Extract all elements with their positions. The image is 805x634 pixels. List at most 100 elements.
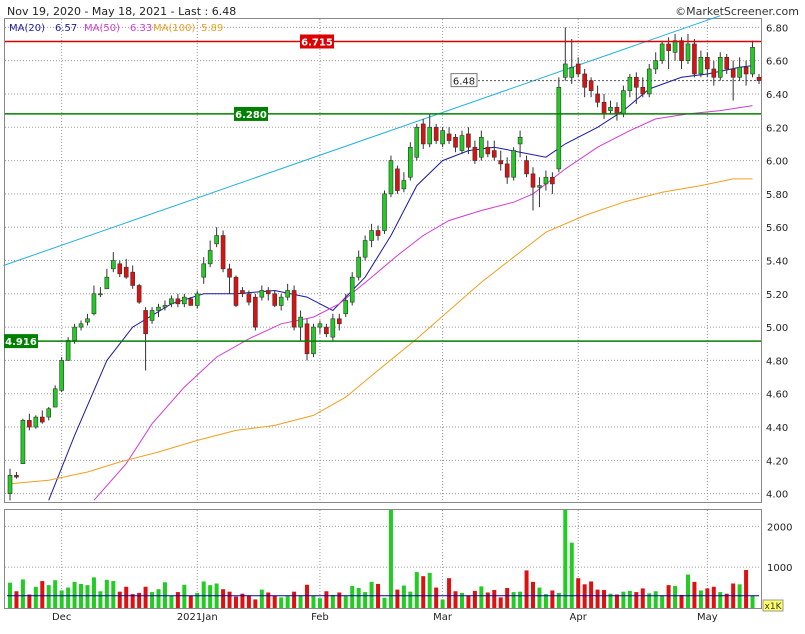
candle-body	[427, 126, 432, 145]
volume-bar	[382, 597, 387, 608]
candle	[272, 290, 278, 308]
candle	[362, 235, 368, 261]
candle-body	[453, 136, 458, 148]
candle-body	[227, 268, 232, 278]
volume-bars	[7, 510, 759, 608]
candle-body	[640, 86, 646, 95]
candle-body	[504, 163, 510, 178]
candle-body	[304, 323, 310, 355]
volume-bar	[369, 581, 374, 608]
candle	[349, 272, 355, 306]
candle-body	[33, 416, 39, 428]
candle-body	[440, 130, 445, 145]
candle	[46, 407, 52, 421]
volume-tick-label: 1000	[767, 563, 792, 574]
volume-bar	[447, 578, 452, 608]
candle	[646, 63, 652, 98]
volume-bar	[104, 579, 109, 608]
candle-body	[169, 298, 174, 305]
candle	[608, 100, 613, 114]
price-tick-label: 4.60	[766, 390, 788, 401]
candle	[433, 123, 439, 144]
volume-bar	[324, 591, 329, 608]
candle	[446, 127, 452, 144]
candle-body	[356, 256, 361, 278]
volume-bar	[195, 592, 200, 608]
candle-body	[72, 326, 77, 341]
candle	[227, 263, 232, 294]
volume-bar	[595, 589, 600, 608]
candle-body	[414, 126, 420, 158]
candle-body	[337, 318, 342, 325]
volume-bar	[182, 584, 187, 608]
volume-bar	[343, 596, 348, 608]
candle	[408, 142, 413, 181]
candle	[52, 385, 58, 408]
volume-bar	[543, 594, 548, 608]
volume-bar	[569, 542, 574, 608]
candle	[259, 285, 265, 301]
candle-body	[265, 290, 271, 295]
candle-body	[91, 293, 97, 315]
volume-bar	[556, 592, 561, 608]
volume-bar	[408, 591, 413, 608]
volume-bar	[305, 584, 310, 608]
volume-bar	[285, 596, 290, 608]
volume-bar	[531, 581, 536, 608]
price-tick-label: 6.20	[766, 123, 788, 134]
candle	[550, 172, 555, 194]
candle-body	[330, 318, 336, 338]
candle	[78, 320, 84, 331]
volume-bar	[414, 572, 419, 608]
volume-bar	[162, 582, 167, 608]
time-tick-label: Feb	[311, 612, 329, 623]
candle	[207, 240, 213, 268]
candle	[278, 293, 284, 311]
volume-bar	[440, 599, 445, 608]
candle-body	[653, 60, 658, 70]
volume-bar	[40, 581, 45, 608]
candle-body	[14, 475, 19, 478]
price-tick-label: 5.00	[766, 323, 788, 334]
support-level-tag	[234, 106, 268, 121]
candle-body	[375, 230, 381, 236]
candle	[724, 53, 730, 74]
candle-body	[575, 63, 581, 75]
candle-body	[543, 176, 549, 185]
candle-body	[608, 106, 613, 111]
candle	[39, 410, 45, 424]
volume-bar	[233, 596, 238, 608]
candle-body	[259, 290, 265, 298]
volume-bar	[272, 595, 277, 608]
candle	[194, 290, 200, 309]
volume-bar	[175, 592, 180, 608]
candle	[188, 297, 194, 306]
volume-bar	[156, 589, 161, 608]
volume-bar	[627, 590, 632, 608]
volume-bar	[66, 587, 71, 608]
volume-bar	[330, 594, 335, 608]
volume-bar	[679, 594, 684, 608]
volume-bar	[227, 591, 232, 608]
candle	[253, 293, 258, 331]
volume-bar	[350, 585, 355, 608]
candle	[291, 285, 297, 331]
candle	[104, 268, 110, 290]
candle-body	[214, 235, 219, 245]
candle	[640, 77, 646, 98]
time-tick-label: 2021Jan	[177, 612, 218, 623]
candle	[382, 190, 387, 234]
volume-bar	[356, 587, 361, 608]
candle-body	[692, 43, 697, 75]
price-tick-label: 6.60	[766, 57, 788, 68]
volume-bar	[401, 585, 406, 608]
candle	[246, 290, 252, 306]
candle-body	[511, 150, 516, 178]
candle-body	[98, 293, 103, 296]
candle	[672, 33, 678, 61]
candle-body	[621, 90, 626, 115]
volume-bar	[589, 581, 594, 608]
candle-body	[272, 293, 278, 306]
candle	[285, 283, 290, 301]
